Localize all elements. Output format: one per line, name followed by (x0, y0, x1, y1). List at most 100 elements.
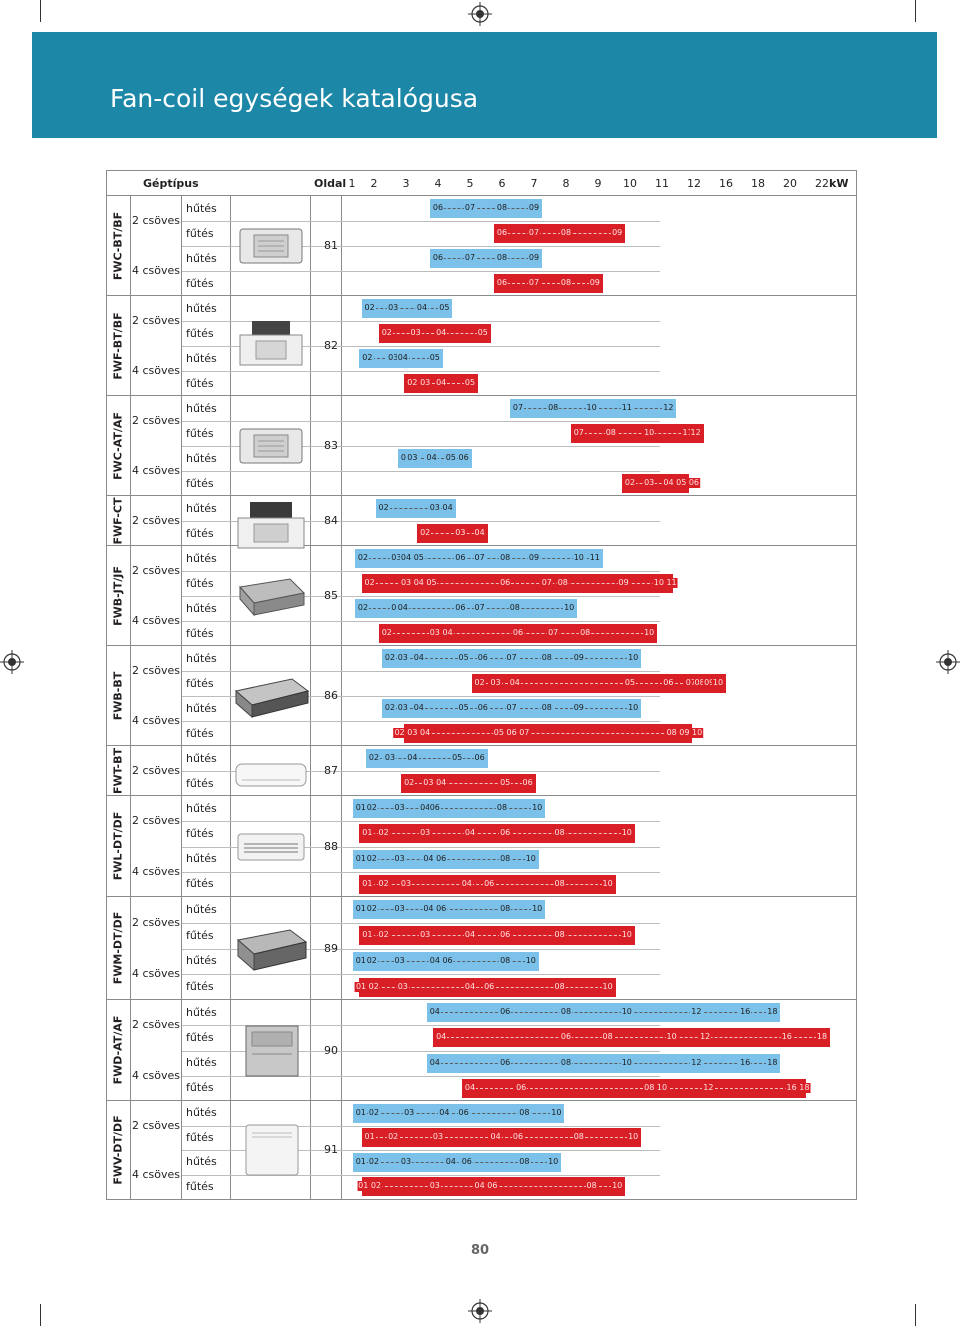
model-size-label: 09 (611, 228, 624, 238)
catalog-page-ref: 88 (324, 839, 338, 853)
bar-dash-line (497, 283, 600, 284)
model-size-label: 06 (662, 678, 675, 688)
model-size-label: 03 (428, 1181, 441, 1192)
model-size-label: 04 (460, 878, 473, 889)
model-size-label: 02 (365, 803, 378, 814)
model-size-label: 02 (367, 1156, 381, 1167)
model-size-label: 05 (444, 453, 457, 463)
model-size-label: 01 02 (354, 981, 380, 992)
row-divider (182, 346, 660, 347)
model-size-label: 12 (662, 403, 675, 413)
heating-mode-label: fűtés (186, 877, 214, 891)
row-divider (182, 974, 660, 976)
model-size-label: 04 (441, 628, 454, 638)
model-size-label: 06 (495, 228, 509, 238)
heating-capacity-bar: 06 07 08 09 (494, 274, 603, 293)
bar-dash-line (381, 333, 488, 334)
family-label-cell: FWC-AT/AF (106, 396, 131, 495)
heating-mode-label: fűtés (186, 1081, 214, 1095)
heating-capacity-bar: 02 03 04 05 06 07 08 09 10 11 (361, 574, 678, 593)
model-size-label: 02 (367, 753, 381, 763)
model-size-label: 06 (515, 1082, 528, 1093)
catalog-page-ref: 82 (324, 339, 338, 352)
bar-dash-line (362, 935, 632, 937)
model-size-label: 10 (627, 1132, 640, 1143)
unit-group: FWD-AT/AF 2 csöves 4 csöves hűtés 04 06 08 10 12… (106, 1000, 857, 1101)
family-name: FWF-CT (111, 497, 125, 544)
heating-mode-label: fűtés (186, 980, 214, 994)
model-size-label: 02 (365, 904, 378, 915)
cooling-mode-label: hűtés (186, 601, 217, 615)
family-label-cell: FWF-BT/BF (106, 296, 131, 395)
family-name: FWL-DT/DF (111, 811, 125, 881)
row-divider (182, 1150, 660, 1151)
family-name: FWC-BT/BF (111, 211, 125, 280)
cooling-capacity-bar: 01 02 03 04 06 08 10 (352, 1103, 565, 1123)
model-size-label: 06 (431, 253, 445, 263)
model-size-label: 07 (505, 653, 518, 663)
model-size-label: 06 (457, 1107, 470, 1118)
bar-dash-line (433, 258, 539, 259)
kw-tick-label: 16 (719, 177, 733, 190)
model-size-label: 03 (428, 628, 441, 638)
model-size-label: 12 (699, 1032, 712, 1043)
cooling-mode-label: hűtés (186, 1155, 217, 1169)
unit-group: FWM-DT/DF 2 csöves 4 csöves hűtés 01 02 03 04 0… (106, 897, 857, 1000)
model-size-label: 08 (499, 853, 512, 864)
model-size-label: 07 (505, 703, 518, 713)
model-size-label: 02 (367, 1107, 381, 1118)
heating-mode-label: fűtés (186, 426, 214, 440)
kw-tick-label: 4 (434, 177, 442, 190)
cooling-mode-label: hűtés (186, 251, 217, 265)
cooling-capacity-bar: 02 03 04 05 (359, 349, 443, 368)
model-size-label: 10 (531, 803, 544, 814)
row-divider (182, 771, 660, 772)
model-size-label: 05 (463, 378, 477, 388)
model-size-label: 08 09 10 (665, 728, 704, 738)
model-size-label: 08 (499, 955, 512, 966)
model-size-label: 07 (572, 428, 585, 438)
model-size-label: 04 (441, 503, 454, 513)
model-size-label: 03 (419, 378, 432, 388)
row-divider (182, 1075, 660, 1077)
family-label-cell: FWD-AT/AF (106, 1000, 131, 1100)
heating-capacity-bar: 02 03 04 05 06 (401, 774, 536, 793)
model-size-label: 06 (511, 628, 525, 638)
model-size-label: 03 (489, 678, 502, 688)
model-size-label: 03 (393, 803, 406, 814)
model-size-label: 06 (495, 278, 509, 288)
compact-cassette-icon (230, 315, 312, 377)
model-size-label: 07 (463, 203, 477, 213)
model-size-label: 16 18 (785, 1082, 811, 1093)
model-size-label: 09 (617, 578, 630, 588)
family-name: FWB-JT/JF (111, 565, 125, 626)
model-size-label: 02 (365, 955, 378, 966)
model-size-label: 10 (585, 403, 598, 413)
cooling-capacity-bar: 04 06 08 10 12 16 18 (426, 1003, 781, 1023)
model-size-label: 07 (527, 278, 541, 288)
bar-dash-line (465, 1087, 803, 1089)
model-size-label: 04 (435, 1032, 448, 1043)
heating-capacity-bar: 01 02 03 04 06 08 10 (359, 926, 635, 946)
bar-dash-line (404, 783, 533, 784)
catalog-page-ref: 87 (324, 764, 338, 777)
floor-console-unit-icon (230, 1119, 312, 1181)
heating-mode-label: fűtés (186, 1179, 214, 1193)
registration-mark-top-icon (468, 2, 492, 26)
model-size-label: 03 (419, 828, 432, 839)
model-size-label: 04 (428, 1057, 441, 1068)
model-size-label: 05 (428, 353, 441, 363)
unit-group: FWV-DT/DF 2 csöves 4 csöves hűtés 01 02 03 04 06… (106, 1101, 857, 1199)
heating-capacity-bar: 07 08 10 11 12 (570, 424, 704, 443)
model-size-label: 02 (356, 603, 370, 613)
family-label-cell: FWT-BT (106, 746, 131, 795)
crop-mark (915, 0, 916, 22)
cooling-capacity-bar: 01 02 03 04 06 08 10 (352, 849, 539, 869)
model-size-label: 08 10 (643, 1082, 669, 1093)
header-page: Oldal (314, 177, 347, 190)
model-size-label: 03 (387, 353, 400, 363)
model-size-label: 02 (473, 678, 486, 688)
heating-mode-label: fűtés (186, 928, 214, 942)
